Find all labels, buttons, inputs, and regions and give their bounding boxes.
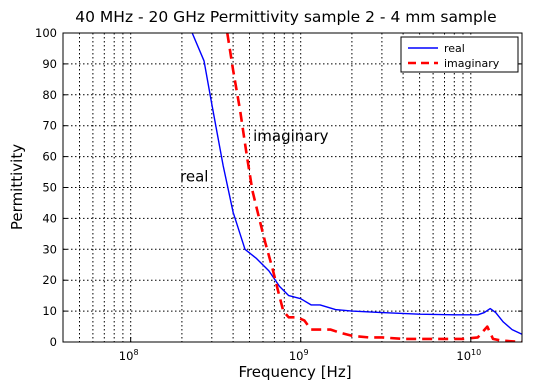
y-tick-label: 10 [42, 304, 57, 318]
y-tick-label: 50 [42, 181, 57, 195]
y-axis-label: Permittivity [8, 144, 26, 230]
chart-title: 40 MHz - 20 GHz Permittivity sample 2 - … [75, 8, 496, 26]
legend: real imaginary [400, 36, 519, 73]
annotation-real: real [180, 167, 208, 185]
y-tick-label: 70 [42, 119, 57, 133]
legend-label-imaginary: imaginary [444, 57, 500, 70]
plot-series [191, 33, 522, 342]
annotation-imaginary: imaginary [253, 127, 329, 145]
y-tick-label: 0 [50, 335, 57, 349]
y-tick-label: 40 [42, 211, 57, 225]
x-tick-label: 1010 [456, 348, 481, 363]
y-tick-label: 80 [42, 88, 57, 102]
legend-box [400, 36, 519, 73]
y-tick-label: 90 [42, 57, 57, 71]
y-tick-label: 30 [42, 242, 57, 256]
y-tick-label: 60 [42, 150, 57, 164]
y-axis: 0 10 20 30 40 50 60 70 80 90 100 [35, 26, 522, 349]
y-tick-label: 20 [42, 273, 57, 287]
x-axis-label: Frequency [Hz] [238, 363, 351, 381]
x-tick-label: 109 [289, 348, 309, 363]
y-tick-label: 100 [35, 26, 57, 40]
x-axis: 108 109 1010 [119, 337, 481, 363]
grid [62, 32, 523, 343]
x-tick-label: 108 [119, 348, 139, 363]
legend-label-real: real [444, 42, 465, 55]
series-real-line [191, 33, 522, 335]
annotations: real imaginary [180, 127, 329, 185]
